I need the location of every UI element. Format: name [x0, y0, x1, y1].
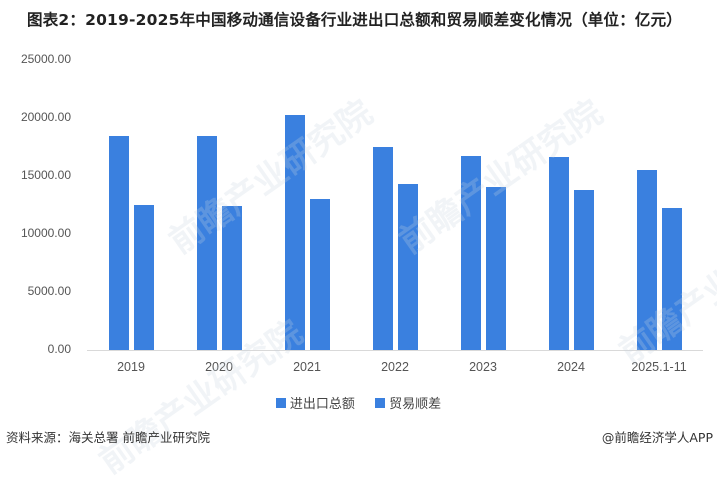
- legend-label: 贸易顺差: [389, 397, 442, 412]
- legend-item-total: 进出口总额: [275, 393, 355, 412]
- bar-total: [108, 135, 129, 350]
- legend-swatch: [375, 397, 386, 408]
- bar-surplus: [309, 198, 330, 350]
- bar-surplus: [485, 187, 506, 350]
- bar-surplus: [133, 205, 154, 350]
- y-tick-label: 5000.00: [27, 284, 71, 298]
- bar-surplus: [221, 206, 242, 350]
- bar-total: [636, 169, 657, 350]
- legend-label: 进出口总额: [289, 397, 355, 412]
- bar-total: [460, 156, 481, 350]
- x-tick-label: 2020: [205, 360, 233, 374]
- bar-total: [548, 156, 569, 350]
- bar-chart: 25000.00 20000.00 15000.00 10000.00 5000.00 0…: [20, 52, 703, 374]
- bar-surplus: [573, 190, 594, 350]
- y-tick-label: 20000.00: [20, 110, 71, 124]
- bar-total: [196, 135, 217, 350]
- x-tick-label: 2022: [381, 360, 409, 374]
- x-tick-label: 2019: [117, 360, 145, 374]
- y-tick-label: 25000.00: [20, 52, 71, 66]
- x-axis-line: [87, 350, 703, 351]
- bar-total: [372, 147, 393, 350]
- y-tick-label: 15000.00: [20, 168, 71, 182]
- x-tick-label: 2023: [469, 360, 497, 374]
- credit-note: @前瞻经济学人APP: [601, 430, 713, 445]
- legend: 进出口总额 贸易顺差: [0, 393, 717, 412]
- y-tick-label: 10000.00: [20, 226, 71, 240]
- chart-title: 图表2：2019-2025年中国移动通信设备行业进出口总额和贸易顺差变化情况（单…: [27, 11, 682, 29]
- x-tick-label: 2021: [293, 360, 321, 374]
- x-tick-label: 2025.1-11: [631, 360, 687, 374]
- legend-swatch: [275, 397, 286, 408]
- bar-surplus: [661, 208, 682, 350]
- bar-total: [284, 114, 305, 350]
- legend-item-surplus: 贸易顺差: [375, 393, 441, 412]
- source-note: 资料来源：海关总署 前瞻产业研究院: [6, 430, 210, 445]
- y-tick-label: 0.00: [47, 342, 71, 356]
- x-tick-label: 2024: [557, 360, 585, 374]
- bar-surplus: [397, 184, 418, 350]
